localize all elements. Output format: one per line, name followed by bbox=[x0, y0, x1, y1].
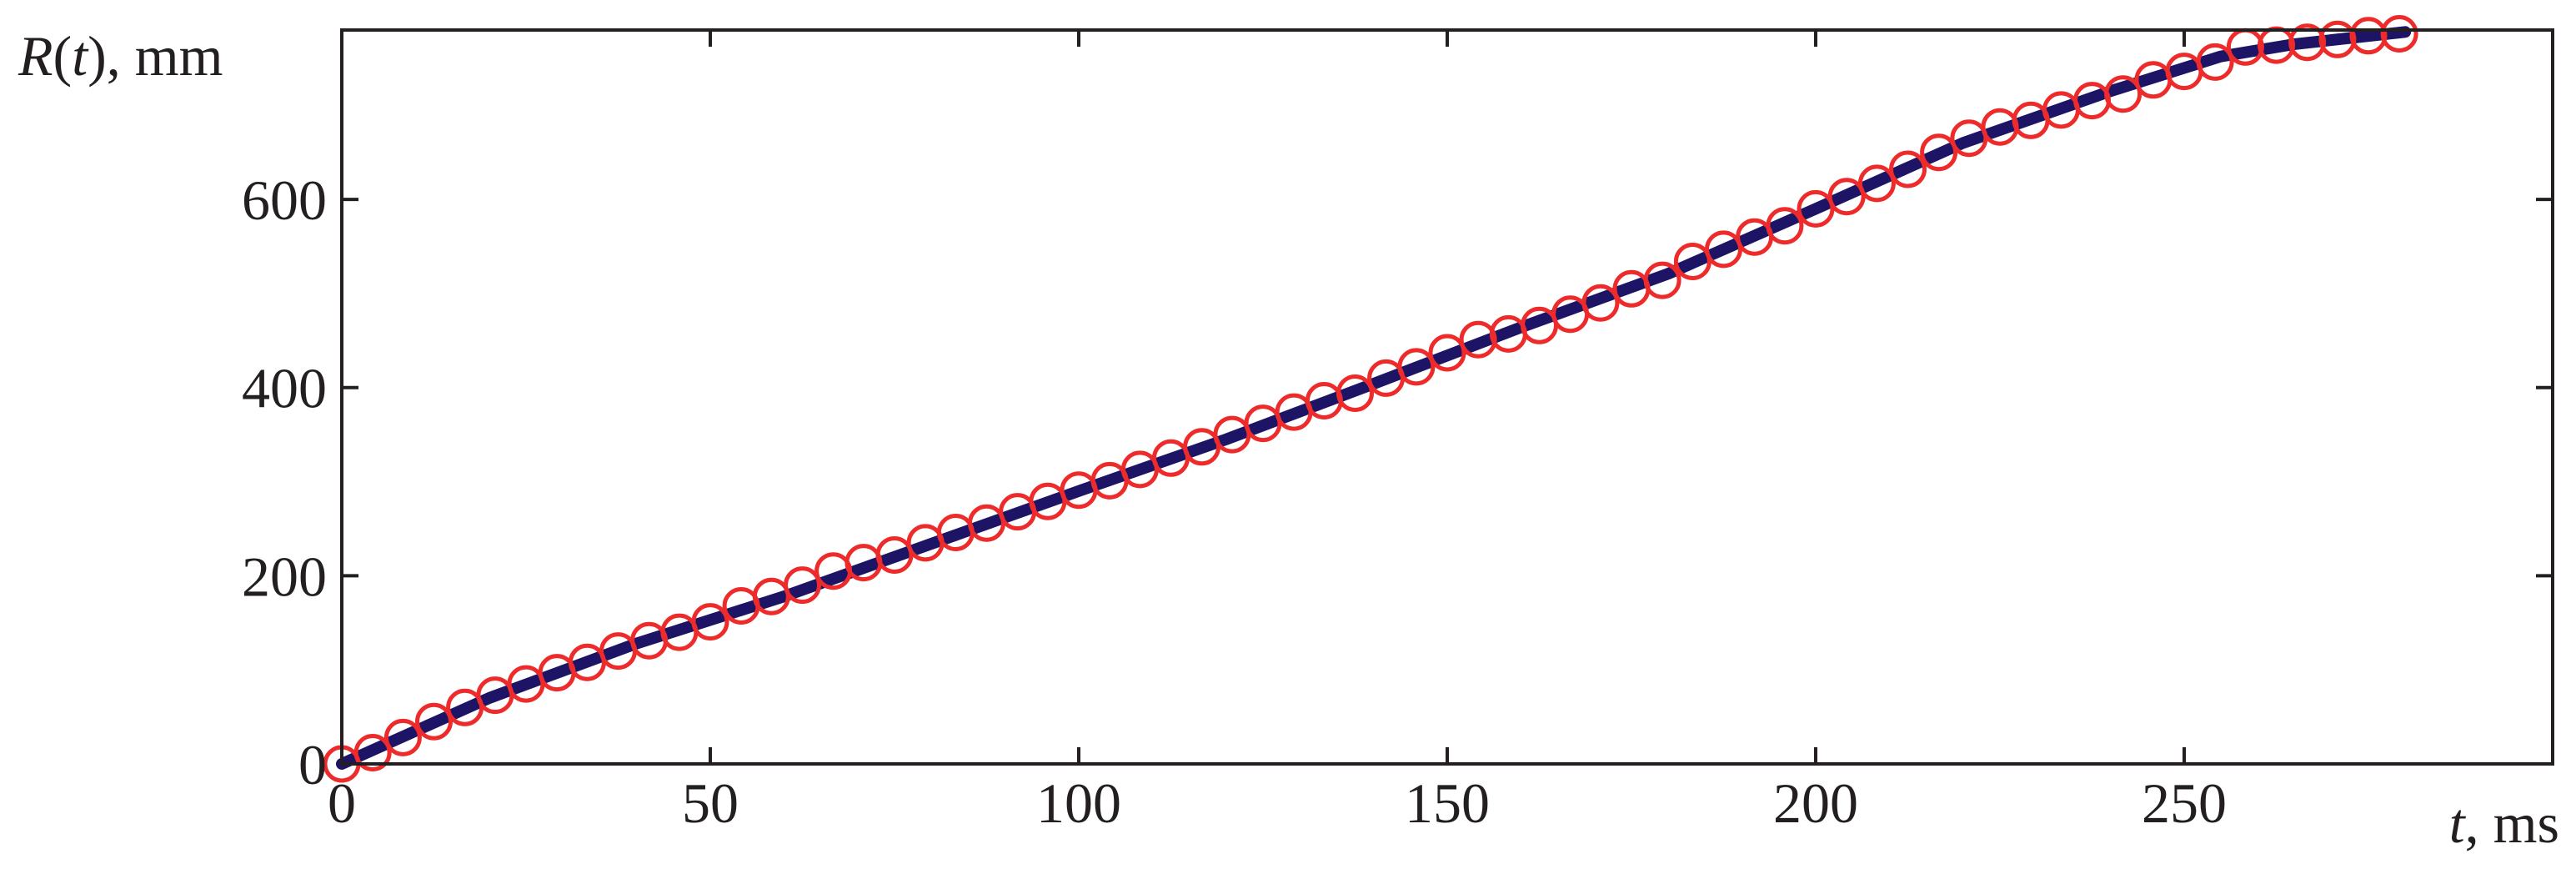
tick-layer: 0 50 100 150 200 250 0 200 400 600 bbox=[242, 30, 2553, 835]
fit-line bbox=[336, 26, 2412, 770]
data-point bbox=[2104, 75, 2142, 113]
y-axis-close-paren: ) bbox=[88, 24, 107, 88]
y-tick-label: 0 bbox=[298, 733, 327, 796]
x-tick-label: 0 bbox=[328, 771, 356, 835]
data-point bbox=[2380, 15, 2418, 53]
data-point bbox=[1643, 261, 1681, 299]
x-tick-label: 150 bbox=[1405, 771, 1490, 835]
x-axis-unit: , ms bbox=[2465, 791, 2559, 855]
data-point bbox=[2349, 17, 2388, 55]
y-tick-label: 600 bbox=[242, 168, 327, 232]
data-point bbox=[1857, 164, 1896, 203]
data-point bbox=[1336, 374, 1374, 412]
y-tick-label: 200 bbox=[242, 545, 327, 608]
x-axis-title: t, ms bbox=[2449, 791, 2559, 855]
data-point bbox=[1705, 230, 1742, 269]
data-point bbox=[1581, 284, 1620, 322]
y-axis-var: R bbox=[18, 24, 53, 88]
y-axis-open-paren: ( bbox=[53, 24, 73, 88]
data-point bbox=[2288, 23, 2327, 62]
data-point bbox=[383, 718, 422, 756]
data-point bbox=[353, 734, 392, 771]
data-point bbox=[2196, 43, 2234, 81]
data-point bbox=[691, 603, 729, 641]
series-layer bbox=[323, 15, 2418, 783]
data-point bbox=[1766, 207, 1804, 245]
data-point bbox=[1797, 189, 1835, 228]
x-axis-var: t bbox=[2449, 791, 2467, 855]
data-point bbox=[1920, 133, 1958, 172]
data-point bbox=[1428, 334, 1466, 372]
data-point bbox=[1397, 348, 1436, 386]
x-tick-label: 50 bbox=[682, 771, 739, 835]
data-point bbox=[1889, 150, 1927, 188]
y-axis-unit: , mm bbox=[107, 24, 223, 88]
x-tick-label: 250 bbox=[2142, 771, 2227, 835]
data-point bbox=[1827, 178, 1866, 216]
plot-frame bbox=[340, 28, 2554, 766]
data-point bbox=[784, 566, 821, 605]
y-tick-label: 400 bbox=[242, 357, 327, 420]
x-tick-label: 200 bbox=[1773, 771, 1858, 835]
y-axis-arg: t bbox=[72, 24, 89, 88]
y-axis-title: R(t), mm bbox=[18, 24, 223, 88]
x-tick-label: 100 bbox=[1036, 771, 1121, 835]
data-point bbox=[415, 702, 453, 741]
